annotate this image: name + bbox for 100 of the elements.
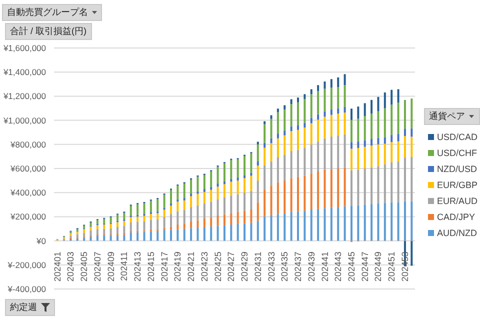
bar <box>116 214 119 221</box>
x-tick-label: 202423 <box>199 252 210 282</box>
x-tick-label: 202445 <box>346 252 356 282</box>
bar <box>310 89 312 94</box>
x-tick-label: 202433 <box>266 252 276 282</box>
bar <box>130 217 132 222</box>
bar <box>96 229 98 235</box>
x-tick-label: 202453 <box>400 252 410 282</box>
x-axis-title: 約定週 <box>10 301 37 314</box>
bar <box>156 230 159 241</box>
bar <box>404 158 406 202</box>
bar <box>216 184 219 187</box>
bar <box>397 89 400 103</box>
bar <box>330 136 332 170</box>
x-tick-label: 202441 <box>320 252 330 282</box>
bar <box>397 202 400 241</box>
bar <box>304 176 306 211</box>
bar <box>210 186 212 190</box>
bar <box>297 176 300 212</box>
bar <box>357 141 360 148</box>
bar <box>256 161 259 166</box>
legend-label: NZD/USD <box>437 164 477 174</box>
bar <box>390 134 393 142</box>
bar <box>176 186 179 200</box>
bar <box>350 108 352 120</box>
bar <box>264 121 266 124</box>
bar <box>324 170 326 208</box>
bar <box>203 218 206 227</box>
bar <box>317 172 320 209</box>
bar <box>304 94 306 99</box>
bar <box>83 226 86 228</box>
bar <box>210 202 212 218</box>
bar <box>136 232 139 241</box>
bar <box>203 203 206 219</box>
bar <box>264 216 266 241</box>
bar <box>110 236 112 241</box>
y-tick-label: ¥200,000 <box>10 212 46 222</box>
bar <box>284 213 286 241</box>
bar <box>290 126 292 132</box>
bar <box>330 109 332 115</box>
bar <box>136 222 139 231</box>
bar <box>236 194 239 212</box>
bar <box>250 209 252 223</box>
bar <box>183 183 186 198</box>
bar <box>256 165 259 181</box>
bar <box>337 168 340 208</box>
bar <box>397 141 400 162</box>
bar <box>404 128 406 136</box>
bar <box>397 102 400 134</box>
bar <box>123 220 126 226</box>
bar <box>370 100 373 114</box>
bar <box>190 194 192 196</box>
bar <box>370 167 373 204</box>
bar <box>196 205 199 220</box>
x-tick-label: 202429 <box>240 252 250 282</box>
bar <box>250 222 252 241</box>
bar <box>143 216 146 222</box>
bar <box>150 214 152 220</box>
bar <box>250 190 252 210</box>
x-tick-label: 202431 <box>252 252 263 282</box>
bar <box>216 215 219 226</box>
bar <box>130 222 132 231</box>
bar <box>384 108 386 138</box>
y-tick-label: ¥1,400,000 <box>2 67 46 78</box>
bar <box>377 111 380 138</box>
bar <box>83 232 86 236</box>
bar <box>357 170 360 206</box>
bar <box>210 171 212 187</box>
bar <box>143 221 146 230</box>
bar <box>304 148 306 176</box>
bar <box>337 108 340 114</box>
bar <box>276 138 279 158</box>
bar <box>317 208 320 241</box>
bar <box>310 123 312 144</box>
bar <box>70 233 72 236</box>
bar <box>344 85 346 107</box>
bar <box>123 226 126 233</box>
bar <box>377 166 380 204</box>
bar <box>284 154 286 181</box>
bar <box>83 229 86 233</box>
bar <box>150 220 152 230</box>
bar <box>236 159 239 178</box>
bar <box>170 214 172 227</box>
bar <box>330 208 332 241</box>
x-tick-label: 202401 <box>52 252 62 282</box>
bar <box>216 199 219 216</box>
bar <box>270 138 272 144</box>
bar <box>110 224 112 229</box>
bar <box>330 88 332 110</box>
bar <box>76 238 78 241</box>
y-tick-label: ¥600,000 <box>10 164 46 174</box>
bar <box>210 218 212 227</box>
bar <box>290 104 292 126</box>
bar <box>324 116 326 138</box>
bar <box>304 128 306 148</box>
bar <box>196 220 199 228</box>
bar <box>123 212 126 220</box>
bar <box>364 116 366 140</box>
bar <box>337 207 340 241</box>
x-tick-label: 202437 <box>293 252 304 282</box>
